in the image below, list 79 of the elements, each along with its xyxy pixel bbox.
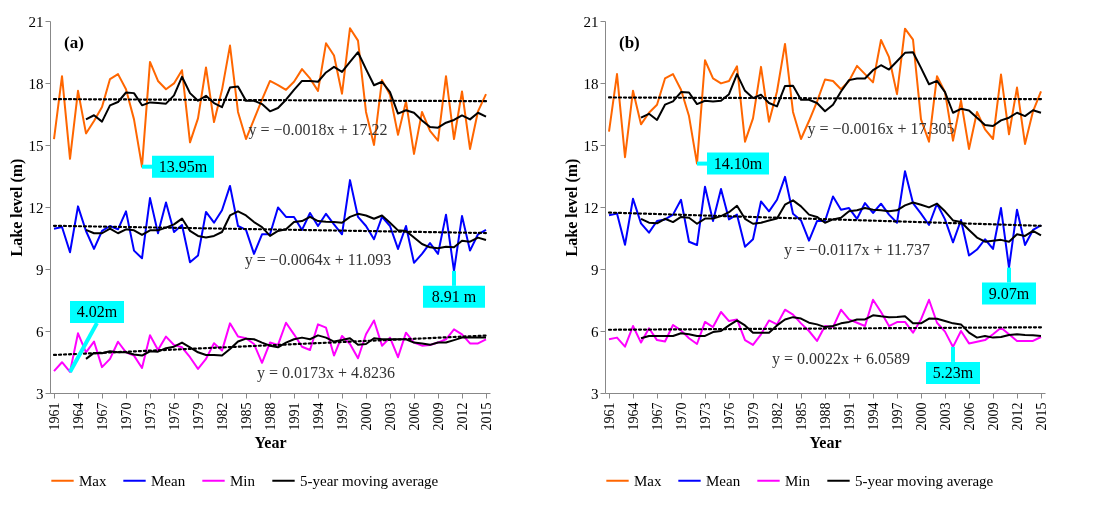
x-tick-label: 1964: [625, 402, 641, 431]
x-tick-label: 1997: [334, 402, 350, 431]
text: (a): [64, 33, 84, 52]
y-axis-title: Lake level (m): [562, 158, 581, 257]
line-series: [53, 179, 487, 272]
x-tick-label: 1970: [118, 402, 134, 431]
x-tick-label: 2015: [478, 402, 494, 431]
legend-label: 5-year moving average: [855, 472, 994, 489]
x-tick-label: 1982: [214, 402, 230, 431]
annotation: y = −0.0117x + 11.737: [784, 241, 930, 260]
y-tick-label: 9: [591, 261, 599, 278]
y-tick-label: 3: [36, 385, 44, 402]
text: (b): [619, 33, 640, 52]
annotation: 9.07m: [988, 284, 1030, 302]
x-tick-label: 1991: [841, 402, 857, 431]
annotation: 8.91 m: [431, 287, 477, 305]
y-tick-label: 18: [583, 75, 599, 92]
x-tick-label: 1985: [238, 402, 254, 431]
x-tick-label: 1976: [166, 402, 182, 431]
x-tick-label: 2012: [1009, 402, 1025, 431]
y-tick-label: 3: [591, 385, 599, 402]
y-tick-label: 18: [28, 75, 44, 92]
x-tick-label: 1988: [262, 402, 278, 431]
legend-label: Max: [634, 472, 662, 489]
x-tick-label: 1967: [94, 402, 110, 431]
x-tick-label: 2003: [382, 402, 398, 431]
x-tick-label: 1982: [769, 402, 785, 431]
annotation: 13.95m: [158, 157, 208, 175]
x-tick-label: 2000: [358, 402, 374, 431]
x-tick-label: 1961: [46, 402, 62, 431]
x-tick-label: 1961: [601, 402, 617, 431]
x-tick-label: 1973: [697, 402, 713, 431]
x-tick-label: 1967: [649, 402, 665, 431]
annotation: 14.10m: [713, 154, 763, 172]
x-tick-label: 1994: [865, 402, 881, 431]
x-tick-label: 2006: [406, 402, 422, 431]
y-tick-label: 9: [36, 261, 44, 278]
x-tick-label: 2009: [430, 402, 446, 431]
x-tick-label: 1964: [70, 402, 86, 431]
x-tick-label: 1979: [190, 402, 206, 431]
x-tick-label: 2015: [1033, 402, 1049, 431]
y-tick-label: 12: [583, 199, 599, 216]
y-tick-label: 12: [28, 199, 44, 216]
legend-label: 5-year moving average: [300, 472, 439, 489]
y-tick-label: 21: [583, 13, 599, 30]
legend-label: Min: [785, 472, 811, 489]
annotation: y = 0.0022x + 6.0589: [771, 349, 911, 368]
x-tick-label: 2009: [985, 402, 1001, 431]
x-tick-label: 1970: [673, 402, 689, 431]
x-tick-label: 2003: [937, 402, 953, 431]
annotation: y = −0.0064x + 11.093: [244, 251, 392, 270]
y-tick-label: 21: [28, 13, 44, 30]
x-tick-label: 1997: [889, 402, 905, 431]
x-tick-label: 1979: [745, 402, 761, 431]
y-tick-label: 15: [28, 137, 44, 154]
legend-label: Mean: [706, 472, 741, 489]
x-tick-label: 1991: [286, 402, 302, 431]
x-tick-label: 2000: [913, 402, 929, 431]
x-tick-label: 1994: [310, 402, 326, 431]
legend-label: Min: [230, 472, 256, 489]
legend-label: Max: [79, 472, 107, 489]
legend-label: Mean: [151, 472, 186, 489]
x-axis-title: Year: [809, 433, 842, 451]
x-tick-label: 1973: [142, 402, 158, 431]
y-tick-label: 6: [591, 323, 599, 340]
x-tick-label: 1988: [817, 402, 833, 431]
line-series: [608, 298, 1042, 348]
x-tick-label: 2012: [454, 402, 470, 431]
x-tick-label: 1976: [721, 402, 737, 431]
annotation: 4.02m: [76, 302, 118, 320]
y-tick-label: 15: [583, 137, 599, 154]
annotation: y = 0.0173x + 4.8236: [256, 363, 396, 382]
x-tick-label: 2006: [961, 402, 977, 431]
y-tick-label: 6: [36, 323, 44, 340]
annotation: 5.23m: [932, 363, 974, 381]
x-axis-title: Year: [254, 433, 287, 451]
line-series: [608, 170, 1042, 269]
x-tick-label: 1985: [793, 402, 809, 431]
y-axis-title: Lake level (m): [7, 158, 26, 257]
